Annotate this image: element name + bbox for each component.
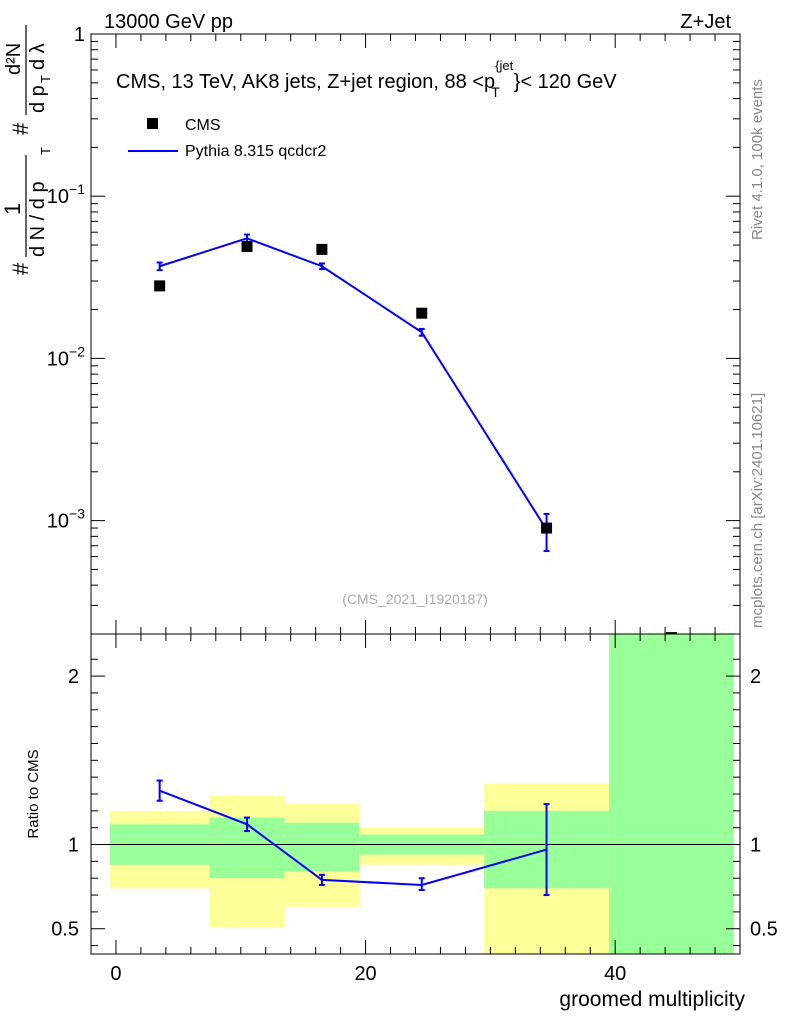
header-left: 13000 GeV pp: [104, 11, 233, 33]
ratio-ytick-label: 0.5: [51, 919, 79, 941]
main-ytick-label: 10−3: [47, 506, 85, 533]
ratio-xlabel: groomed multiplicity: [559, 988, 745, 1011]
cms-data-point: [416, 307, 428, 319]
main-ytick-label: 1: [74, 24, 85, 46]
ratio-xtick-label: 20: [354, 963, 376, 985]
main-ylabel: # 1 d N / d p T # d²N d p T d λ: [0, 25, 53, 275]
title-sub: T: [491, 84, 500, 100]
cms-data-point: [154, 280, 166, 292]
main-title: CMS, 13 TeV, AK8 jets, Z+jet region, 88 …: [116, 58, 617, 100]
ratio-ytick-label-right: 0.5: [750, 919, 778, 941]
legend-label-pythia: Pythia 8.315 qcdcr2: [185, 143, 327, 160]
legend-marker-cms: [147, 118, 158, 129]
main-ytick-label: 10−2: [47, 343, 85, 370]
legend-label-cms: CMS: [185, 117, 221, 134]
ylabel-den-a: d N / d p: [27, 181, 49, 257]
ratio-ytick-label-right: 1: [750, 835, 761, 857]
cms-data-point: [241, 240, 253, 252]
ratio-ytick-label: 2: [68, 666, 79, 688]
ylabel-den-b: d p: [27, 85, 49, 113]
main-ytick-label: 10−1: [47, 181, 85, 208]
ylabel-hash-2: #: [8, 122, 33, 135]
ratio-xtick-label: 0: [110, 963, 121, 985]
ratio-ytick-label: 1: [68, 835, 79, 857]
cms-data-point: [316, 243, 328, 255]
ylabel-hash: #: [8, 262, 33, 275]
ratio-xtick-label: 40: [604, 963, 626, 985]
pythia-line: [159, 237, 548, 531]
title-sup: {jet: [495, 58, 513, 73]
ratio-ylabel: Ratio to CMS: [25, 749, 42, 838]
analysis-watermark: (CMS_2021_I1920187): [342, 591, 488, 607]
ylabel-den-t-2: T: [38, 75, 53, 83]
ratio-ytick-label-right: 2: [750, 666, 761, 688]
ratio-band-inner: [608, 634, 734, 954]
header-right: Z+Jet: [680, 11, 731, 33]
ylabel-one: 1: [0, 203, 25, 215]
ylabel-lambda: d λ: [27, 43, 49, 70]
main-panel: (CMS_2021_I1920187) 1 10−1 10−2 10−3 CMS, 1…: [0, 24, 741, 644]
ratio-band-inner: [284, 822, 360, 872]
ylabel-den-t: T: [38, 147, 53, 155]
ratio-panel: 0.5 0.51 12 20 20 40 Ratio to CMS groomed mul…: [25, 633, 778, 1011]
title-main: CMS, 13 TeV, AK8 jets, Z+jet region, 88 …: [116, 71, 495, 93]
cms-data-point: [541, 522, 553, 534]
title-tail: }< 120 GeV: [514, 71, 618, 93]
mcplots-label: mcplots.cern.ch [arXiv:2401.10621]: [749, 393, 766, 628]
rivet-label: Rivet 4.1.0, 100k events: [749, 79, 766, 240]
ylabel-num: d²N: [3, 43, 25, 75]
